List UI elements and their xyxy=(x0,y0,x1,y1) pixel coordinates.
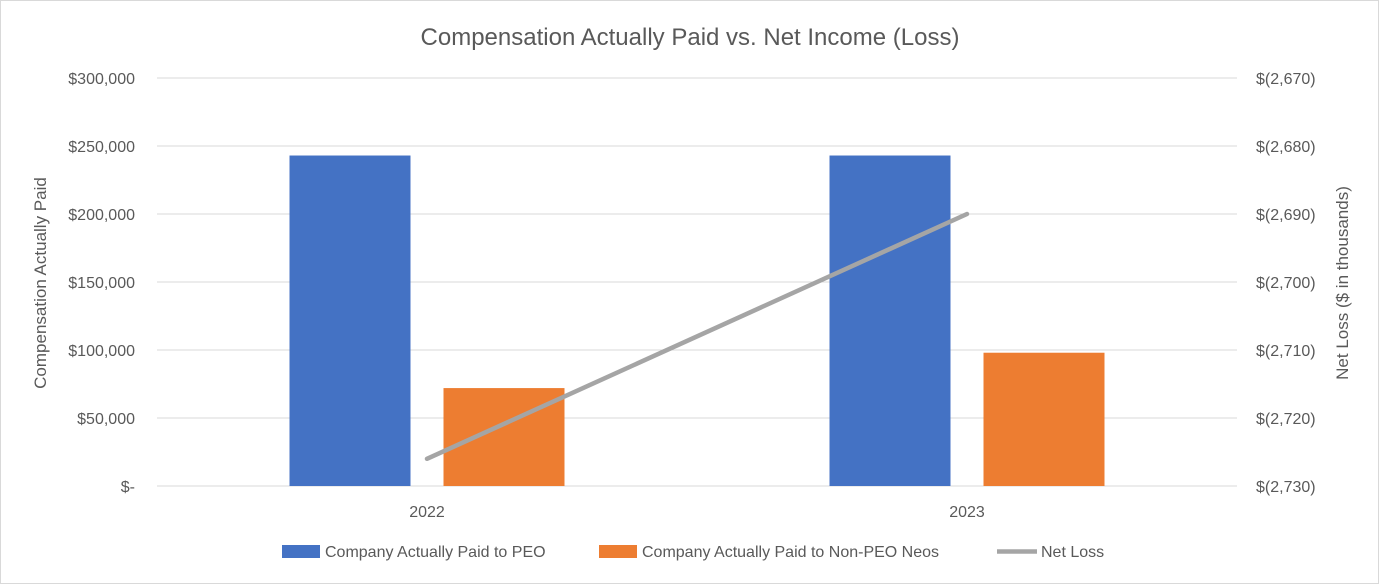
y-tick-label: $100,000 xyxy=(68,343,135,360)
y-tick-label: $250,000 xyxy=(68,139,135,156)
y2-tick-label: $(2,690) xyxy=(1256,207,1316,224)
y-axis-title: Compensation Actually Paid xyxy=(31,177,50,389)
y2-tick-label: $(2,670) xyxy=(1256,71,1316,88)
y-tick-label: $150,000 xyxy=(68,275,135,292)
bar-non-peo-2023 xyxy=(983,352,1105,486)
legend-swatch xyxy=(599,545,637,558)
y2-tick-label: $(2,700) xyxy=(1256,275,1316,292)
y-tick-label: $- xyxy=(121,479,135,496)
x-axis-ticks: 2022 2023 xyxy=(409,504,985,521)
line-series xyxy=(424,211,970,462)
y-tick-label: $200,000 xyxy=(68,207,135,224)
chart-title: Compensation Actually Paid vs. Net Incom… xyxy=(421,24,960,51)
bar-peo-2022 xyxy=(289,155,411,486)
y-tick-label: $50,000 xyxy=(77,411,135,428)
legend: Company Actually Paid to PEO Company Actu… xyxy=(282,544,1104,561)
y2-tick-label: $(2,730) xyxy=(1256,479,1316,496)
legend-swatch xyxy=(282,545,320,558)
y2-axis-title: Net Loss ($ in thousands) xyxy=(1333,186,1352,380)
legend-label: Net Loss xyxy=(1041,544,1104,561)
bars xyxy=(289,155,1105,486)
bar-peo-2023 xyxy=(829,155,951,486)
legend-label: Company Actually Paid to PEO xyxy=(325,544,546,561)
x-tick-label: 2023 xyxy=(949,504,985,521)
y2-tick-label: $(2,720) xyxy=(1256,411,1316,428)
left-axis-ticks: $- $50,000 $100,000 $150,000 $200,000 $250,00… xyxy=(68,71,135,496)
right-axis-ticks: $(2,730) $(2,720) $(2,710) $(2,700) $(2,690)… xyxy=(1256,71,1316,496)
legend-label: Company Actually Paid to Non-PEO Neos xyxy=(642,544,939,561)
y2-tick-label: $(2,710) xyxy=(1256,343,1316,360)
y2-tick-label: $(2,680) xyxy=(1256,139,1316,156)
net-loss-line xyxy=(424,211,970,462)
y-tick-label: $300,000 xyxy=(68,71,135,88)
x-tick-label: 2022 xyxy=(409,504,445,521)
